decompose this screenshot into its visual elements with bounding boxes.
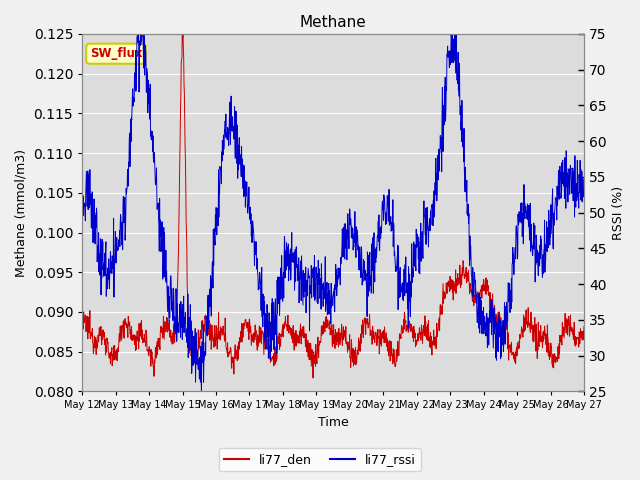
Text: SW_flux: SW_flux xyxy=(90,47,142,60)
Y-axis label: RSSI (%): RSSI (%) xyxy=(612,186,625,240)
Legend: li77_den, li77_rssi: li77_den, li77_rssi xyxy=(219,448,421,471)
Title: Methane: Methane xyxy=(300,15,367,30)
Y-axis label: Methane (mmol/m3): Methane (mmol/m3) xyxy=(15,149,28,276)
X-axis label: Time: Time xyxy=(317,416,348,429)
